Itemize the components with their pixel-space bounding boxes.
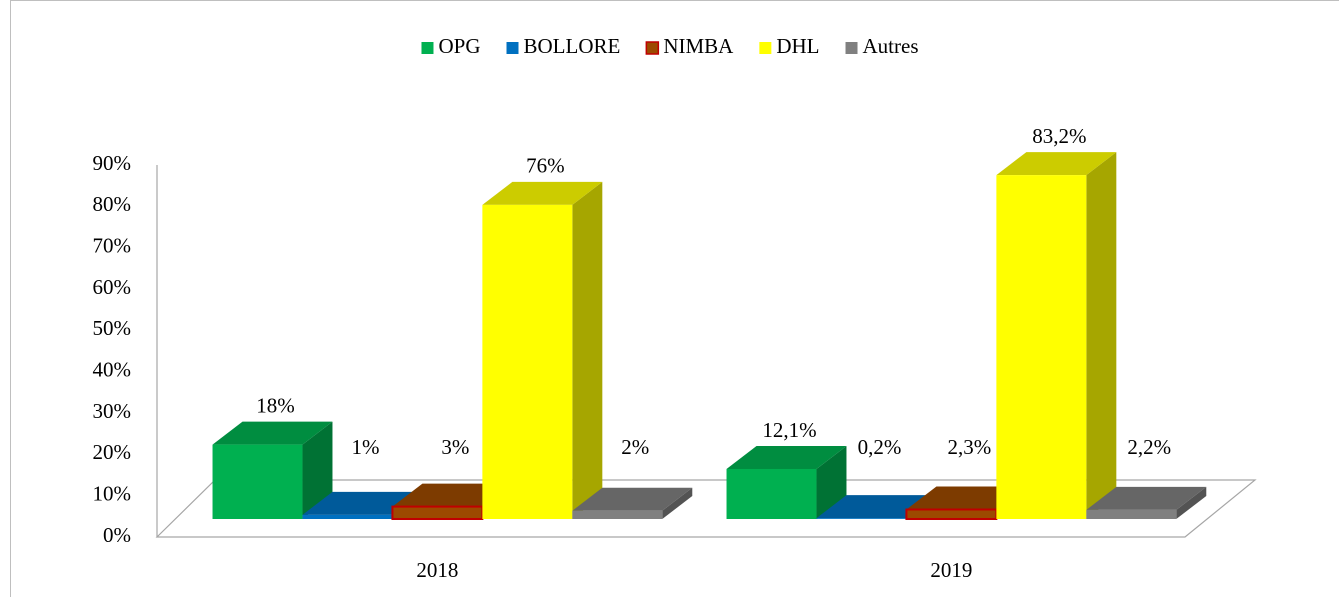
bar (996, 152, 1117, 519)
legend-marker (645, 41, 660, 55)
bar-side (1176, 486, 1207, 519)
y-tick-label: 30% (93, 399, 132, 423)
bar-side (1086, 152, 1117, 519)
bar-top (212, 421, 333, 445)
y-tick-label: 20% (93, 440, 132, 464)
legend-label: BOLLORE (524, 34, 621, 58)
bar (726, 445, 847, 519)
y-tick-label: 10% (93, 481, 132, 505)
legend-marker (845, 42, 858, 54)
data-label: 0,2% (858, 435, 902, 459)
bar-front (391, 505, 484, 521)
legend-label: NIMBA (663, 34, 734, 58)
bar-front (212, 444, 303, 519)
data-label: 2% (621, 435, 649, 459)
bar-top (1086, 486, 1207, 510)
bar-front (726, 468, 817, 519)
legend-marker (421, 42, 434, 54)
bar-front (996, 175, 1087, 519)
bar-side (302, 421, 333, 519)
data-label: 12,1% (762, 418, 816, 442)
legend-label: OPG (438, 34, 480, 58)
data-label: 3% (441, 435, 469, 459)
y-tick-label: 90% (93, 151, 132, 175)
bar-top (996, 152, 1117, 176)
bar-top (572, 487, 693, 511)
bar-front (816, 518, 907, 519)
bar-front (482, 204, 573, 519)
bar-front (302, 514, 393, 519)
bar (572, 487, 693, 519)
legend-marker (506, 42, 519, 54)
y-tick-label: 40% (93, 357, 132, 381)
y-tick-label: 60% (93, 275, 132, 299)
chart-frame (10, 0, 1339, 597)
x-tick-label: 2019 (930, 558, 972, 582)
legend-label: DHL (776, 34, 819, 58)
data-label: 2,3% (948, 435, 992, 459)
bar-front (572, 510, 663, 519)
bar-side (816, 445, 847, 519)
bar (1086, 486, 1207, 519)
floor (155, 479, 1257, 538)
data-label: 76% (526, 154, 565, 178)
data-label: 1% (351, 435, 379, 459)
bar-front (905, 508, 998, 521)
y-tick-label: 0% (103, 523, 131, 547)
bar (482, 181, 603, 519)
data-label: 2,2% (1127, 435, 1171, 459)
bar-top (726, 445, 847, 469)
bar (212, 421, 333, 519)
y-tick-label: 80% (93, 192, 132, 216)
data-label: 18% (256, 393, 295, 417)
bar-top (482, 181, 603, 205)
legend-label: Autres (863, 34, 919, 58)
y-tick-label: 70% (93, 233, 132, 257)
y-tick-label: 50% (93, 316, 132, 340)
bar-front (1086, 509, 1177, 519)
legend: OPG BOLLORE NIMBA DHL Autres (421, 34, 919, 58)
bar-side (662, 487, 693, 519)
bar-side (572, 181, 603, 519)
data-label: 83,2% (1032, 124, 1086, 148)
legend-marker (759, 42, 772, 54)
x-tick-label: 2018 (416, 558, 458, 582)
